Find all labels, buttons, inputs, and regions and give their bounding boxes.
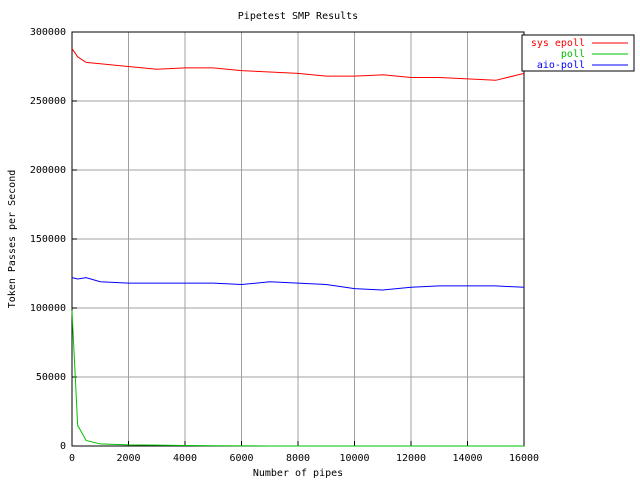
series-line (71, 48, 525, 81)
series-line (71, 277, 525, 291)
x-tick-label: 10000 (339, 453, 369, 464)
x-tick-label: 16000 (509, 453, 539, 464)
legend-label: aio-poll (537, 60, 585, 71)
y-tick-label: 100000 (30, 303, 66, 314)
x-tick-label: 8000 (286, 453, 310, 464)
y-tick-label: 200000 (30, 165, 66, 176)
y-tick-label: 150000 (30, 234, 66, 245)
x-tick-label: 0 (69, 453, 75, 464)
y-tick-label: 0 (60, 441, 66, 452)
y-tick-label: 50000 (36, 372, 66, 383)
y-axis-label: Token Passes per Second (7, 170, 18, 308)
x-tick-label: 4000 (173, 453, 197, 464)
chart-title: Pipetest SMP Results (238, 11, 358, 22)
x-axis-label: Number of pipes (253, 468, 343, 479)
y-tick-label: 250000 (30, 96, 66, 107)
x-tick-label: 2000 (116, 453, 140, 464)
series-line (71, 310, 524, 447)
x-tick-label: 14000 (452, 453, 482, 464)
y-tick-label: 300000 (30, 27, 66, 38)
legend-label: sys epoll (531, 38, 585, 49)
legend-label: poll (561, 49, 585, 60)
x-tick-label: 6000 (229, 453, 253, 464)
x-tick-label: 12000 (396, 453, 426, 464)
